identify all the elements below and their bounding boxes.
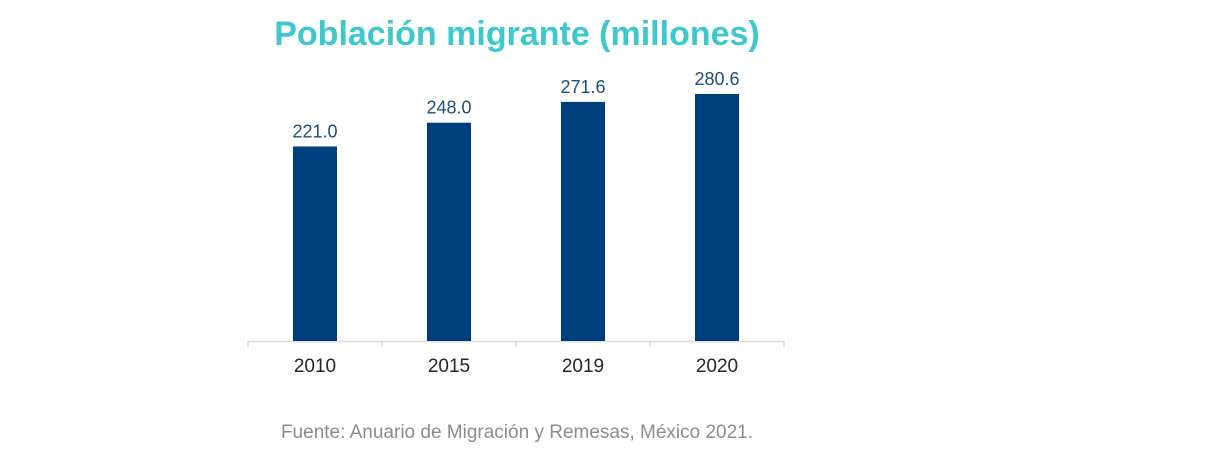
x-tick-label: 2015: [428, 356, 470, 377]
bar-2020: [695, 94, 739, 341]
x-axis: [247, 340, 785, 347]
data-label: 248.0: [426, 98, 471, 118]
labels: 221.0 2010 248.0 2015 271.6 2019 280.6 2020: [292, 69, 739, 377]
chart-title: Población migrante (millones): [274, 15, 760, 53]
bars: [293, 94, 739, 342]
data-label: 280.6: [694, 69, 739, 89]
x-tick-label: 2019: [562, 356, 604, 377]
x-tick-label: 2010: [294, 356, 336, 377]
source-note: Fuente: Anuario de Migración y Remesas, …: [280, 422, 754, 443]
x-tick-label: 2020: [696, 356, 738, 377]
bar-2015: [427, 122, 471, 341]
bar-2019: [561, 101, 605, 342]
data-label: 221.0: [292, 121, 337, 141]
bar-2010: [293, 146, 337, 341]
data-label: 271.6: [560, 77, 605, 97]
